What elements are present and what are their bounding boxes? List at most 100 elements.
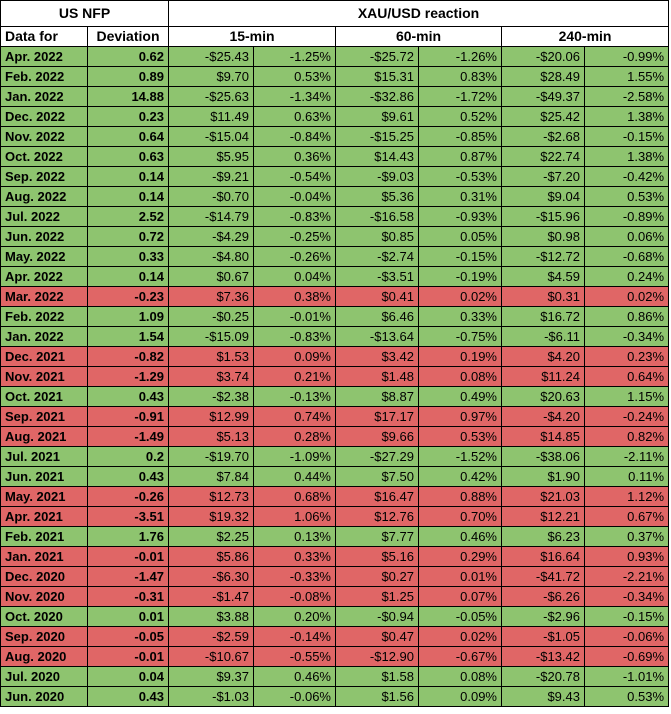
month-cell: Oct. 2021 [0, 386, 88, 407]
data-row: Dec. 2022 0.23 $11.49 0.63% $9.61 0.52% $25.42… [0, 106, 670, 127]
reaction-cell: -$0.70 [168, 186, 254, 207]
reaction-cell: $0.47 [335, 626, 419, 647]
reaction-cell: $3.88 [168, 606, 254, 627]
data-row: May. 2021 -0.26 $12.73 0.68% $16.47 0.88% $21.… [0, 486, 670, 507]
reaction-cell: $5.36 [335, 186, 419, 207]
month-cell: Jan. 2022 [0, 326, 88, 347]
reaction-cell: 0.36% [253, 146, 336, 167]
month-cell: Feb. 2022 [0, 66, 88, 87]
reaction-cell: $20.63 [501, 386, 585, 407]
deviation-cell: -0.23 [87, 286, 169, 307]
reaction-cell: $1.53 [168, 346, 254, 367]
reaction-cell: 0.04% [253, 266, 336, 287]
month-cell: Aug. 2021 [0, 426, 88, 447]
data-row: Jun. 2022 0.72 -$4.29 -0.25% $0.85 0.05% $0.98… [0, 226, 670, 247]
reaction-cell: -0.67% [418, 646, 502, 667]
data-row: Aug. 2020 -0.01 -$10.67 -0.55% -$12.90 -0.67%… [0, 646, 670, 667]
reaction-cell: -$2.68 [501, 126, 585, 147]
reaction-cell: -$2.38 [168, 386, 254, 407]
deviation-cell: -0.26 [87, 486, 169, 507]
reaction-cell: -$15.04 [168, 126, 254, 147]
deviation-cell: 0.23 [87, 106, 169, 127]
month-cell: May. 2022 [0, 246, 88, 267]
reaction-cell: $9.04 [501, 186, 585, 207]
reaction-cell: 0.02% [418, 626, 502, 647]
reaction-cell: -$25.72 [335, 46, 419, 67]
reaction-cell: -$13.42 [501, 646, 585, 667]
data-row: Feb. 2022 0.89 $9.70 0.53% $15.31 0.83% $28.49… [0, 66, 670, 87]
reaction-cell: 1.38% [583, 146, 670, 167]
month-cell: Oct. 2020 [0, 606, 88, 627]
reaction-cell: $15.31 [335, 66, 419, 87]
data-row: Dec. 2020 -1.47 -$6.30 -0.33% $0.27 0.01% -$41… [0, 566, 670, 587]
reaction-cell: 0.24% [583, 266, 670, 287]
deviation-cell: -0.82 [87, 346, 169, 367]
reaction-cell: 0.44% [253, 466, 336, 487]
reaction-cell: -$19.70 [168, 446, 254, 467]
reaction-cell: $0.31 [501, 286, 585, 307]
month-cell: Sep. 2020 [0, 626, 88, 647]
data-row: Dec. 2021 -0.82 $1.53 0.09% $3.42 0.19% $4.20 0… [0, 346, 670, 367]
month-cell: Dec. 2020 [0, 566, 88, 587]
data-row: Aug. 2022 0.14 -$0.70 -0.04% $5.36 0.31% $9.04… [0, 186, 670, 207]
reaction-cell: 0.29% [418, 546, 502, 567]
reaction-cell: -$49.37 [501, 86, 585, 107]
reaction-cell: 0.23% [583, 346, 670, 367]
reaction-cell: 1.38% [583, 106, 670, 127]
deviation-cell: -1.47 [87, 566, 169, 587]
reaction-cell: -0.06% [253, 686, 336, 707]
reaction-cell: $14.85 [501, 426, 585, 447]
reaction-cell: $7.77 [335, 526, 419, 547]
reaction-cell: $21.03 [501, 486, 585, 507]
reaction-cell: $12.73 [168, 486, 254, 507]
deviation-cell: 0.2 [87, 446, 169, 467]
reaction-cell: 0.08% [418, 366, 502, 387]
reaction-cell: $2.25 [168, 526, 254, 547]
reaction-cell: -0.54% [253, 166, 336, 187]
data-row: Nov. 2021 -1.29 $3.74 0.21% $1.48 0.08% $11.24… [0, 366, 670, 387]
deviation-cell: -0.01 [87, 546, 169, 567]
reaction-cell: 0.53% [583, 186, 670, 207]
reaction-cell: -$15.09 [168, 326, 254, 347]
deviation-cell: 0.33 [87, 246, 169, 267]
reaction-cell: -1.26% [418, 46, 502, 67]
column-header: 15-min [168, 26, 336, 47]
reaction-cell: -0.15% [583, 126, 670, 147]
reaction-cell: 0.83% [418, 66, 502, 87]
reaction-cell: $9.66 [335, 426, 419, 447]
reaction-cell: $5.13 [168, 426, 254, 447]
month-cell: Feb. 2021 [0, 526, 88, 547]
reaction-cell: -$0.94 [335, 606, 419, 627]
reaction-cell: -$14.79 [168, 206, 254, 227]
month-cell: Sep. 2021 [0, 406, 88, 427]
data-row: Jan. 2021 -0.01 $5.86 0.33% $5.16 0.29% $16.64… [0, 546, 670, 567]
reaction-cell: 0.49% [418, 386, 502, 407]
reaction-cell: $6.23 [501, 526, 585, 547]
month-cell: Apr. 2021 [0, 506, 88, 527]
reaction-cell: 0.53% [253, 66, 336, 87]
reaction-cell: -0.05% [418, 606, 502, 627]
reaction-cell: -0.15% [418, 246, 502, 267]
data-row: Jun. 2020 0.43 -$1.03 -0.06% $1.56 0.09% $9.43… [0, 686, 670, 707]
reaction-cell: $22.74 [501, 146, 585, 167]
data-row: Sep. 2021 -0.91 $12.99 0.74% $17.17 0.97% -$4.… [0, 406, 670, 427]
deviation-cell: -0.05 [87, 626, 169, 647]
data-row: May. 2022 0.33 -$4.80 -0.26% -$2.74 -0.15% -$1… [0, 246, 670, 267]
reaction-cell: 0.52% [418, 106, 502, 127]
month-cell: Dec. 2021 [0, 346, 88, 367]
reaction-cell: 0.05% [418, 226, 502, 247]
reaction-cell: $9.70 [168, 66, 254, 87]
month-cell: Apr. 2022 [0, 46, 88, 67]
reaction-cell: -0.34% [583, 586, 670, 607]
reaction-cell: $6.46 [335, 306, 419, 327]
header-row: Data for Deviation 15-min 60-min 240-min [0, 26, 670, 47]
reaction-cell: -1.09% [253, 446, 336, 467]
data-row: Apr. 2022 0.62 -$25.43 -1.25% -$25.72 -1.26% -… [0, 46, 670, 67]
reaction-cell: 0.42% [418, 466, 502, 487]
reaction-cell: 1.15% [583, 386, 670, 407]
reaction-cell: -$6.11 [501, 326, 585, 347]
reaction-cell: 0.88% [418, 486, 502, 507]
reaction-cell: -0.34% [583, 326, 670, 347]
data-row: Mar. 2022 -0.23 $7.36 0.38% $0.41 0.02% $0.31 0… [0, 286, 670, 307]
deviation-cell: -0.91 [87, 406, 169, 427]
